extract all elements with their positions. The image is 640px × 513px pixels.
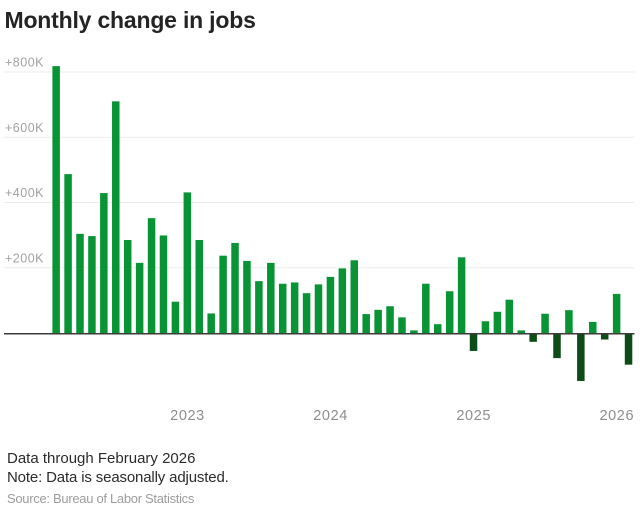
svg-text:+600K: +600K (5, 121, 44, 135)
svg-text:2023: 2023 (170, 408, 205, 424)
svg-text:+400K: +400K (5, 186, 44, 200)
svg-text:+200K: +200K (5, 251, 44, 265)
svg-text:2026: 2026 (599, 408, 634, 424)
svg-text:2024: 2024 (313, 408, 348, 424)
svg-text:+800K: +800K (5, 56, 44, 70)
svg-text:2025: 2025 (456, 408, 491, 424)
